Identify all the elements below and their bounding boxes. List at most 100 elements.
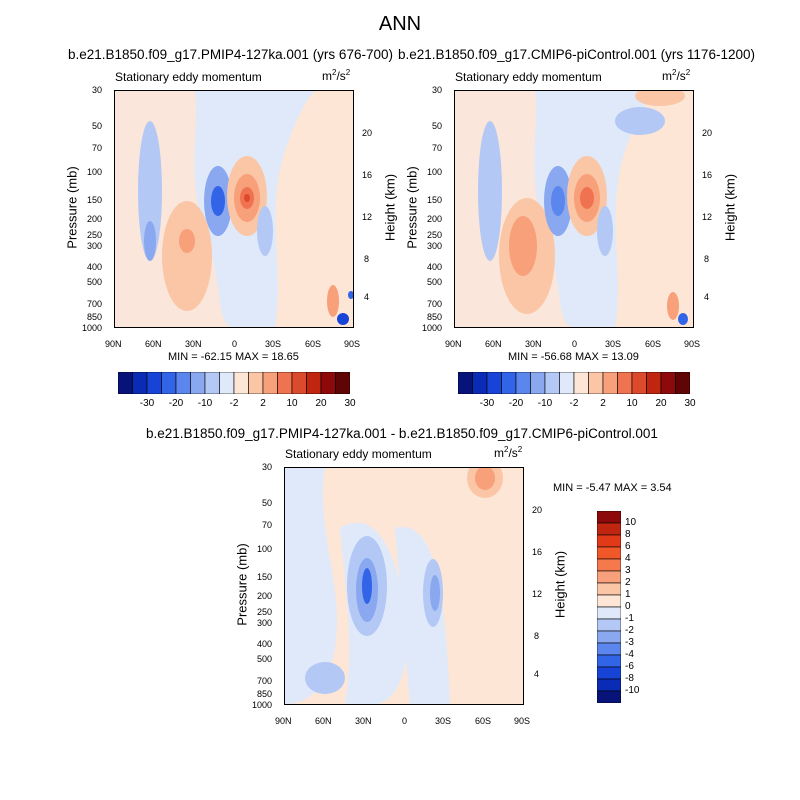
p2-ptick-850: 850 (427, 312, 443, 322)
figure-title: ANN (378, 13, 422, 35)
panel-3-minmax: MIN = -5.47 MAX = 3.54 (553, 482, 672, 494)
colorbar-swatch (631, 371, 647, 395)
p1-ptick-400: 400 (87, 262, 103, 272)
p1-ptick-250: 250 (87, 230, 103, 240)
colorbar-swatch (596, 678, 622, 692)
colorbar-level-label: 3 (625, 565, 631, 576)
p3-lattick-90n: 90N (275, 716, 292, 726)
colorbar-swatch (132, 371, 148, 395)
colorbar-swatch (588, 371, 604, 395)
colorbar-level-label: -4 (625, 649, 634, 660)
p2-ptick-50: 50 (432, 121, 443, 131)
p1-ptick-700: 700 (87, 299, 103, 309)
p1-ptick-50: 50 (92, 121, 103, 131)
colorbar-swatch (596, 642, 622, 656)
colorbar-swatch (559, 371, 575, 395)
p3-htick-16: 16 (532, 547, 543, 557)
colorbar-swatch (320, 371, 336, 395)
colorbar-swatch (117, 371, 133, 395)
colorbar-level-label: -6 (625, 661, 634, 672)
colorbar-swatch (161, 371, 177, 395)
colorbar-swatch (675, 371, 691, 395)
colorbar-level-label: -8 (625, 673, 634, 684)
p3-htick-20: 20 (532, 505, 543, 515)
p1-ptick-100: 100 (87, 167, 103, 177)
p3-ptick-700: 700 (257, 676, 273, 686)
p3-lattick-60n: 60N (315, 716, 332, 726)
colorbar-swatch (596, 558, 622, 572)
colorbar-swatch (596, 594, 622, 608)
colorbar-level-label: -10 (537, 398, 553, 409)
colorbar-swatch (472, 371, 488, 395)
colorbar-level-label: 4 (625, 553, 631, 564)
panel-2-minmax: MIN = -56.68 MAX = 13.09 (508, 351, 639, 363)
p1-lattick-60n: 60N (145, 339, 162, 349)
p3-ptick-850: 850 (257, 689, 273, 699)
panel-2-units: m2/s2 (662, 68, 691, 83)
colorbar-level-label: -20 (168, 398, 184, 409)
colorbar-swatch (596, 510, 622, 524)
panel-3-y2label: Height (km) (552, 550, 568, 619)
colorbar-swatch (646, 371, 662, 395)
p1-ptick-300: 300 (87, 241, 103, 251)
p1-htick-20: 20 (362, 128, 373, 138)
colorbar-swatch (530, 371, 546, 395)
p1-ptick-150: 150 (87, 195, 103, 205)
panel-2-contour-field (455, 91, 693, 327)
p2-htick-12: 12 (702, 212, 713, 222)
colorbar-swatch (602, 371, 618, 395)
p2-ptick-200: 200 (427, 214, 443, 224)
p1-ptick-30: 30 (92, 85, 103, 95)
colorbar-level-label: 10 (286, 398, 298, 409)
colorbar-swatch (486, 371, 502, 395)
p3-ptick-250: 250 (257, 607, 273, 617)
p3-ptick-30: 30 (262, 462, 273, 472)
p3-lattick-30n: 30N (355, 716, 372, 726)
p3-lattick-90s: 90S (514, 716, 531, 726)
p2-ptick-700: 700 (427, 299, 443, 309)
p3-ptick-150: 150 (257, 572, 273, 582)
p1-ptick-70: 70 (92, 143, 103, 153)
colorbar-level-label: 2 (625, 577, 631, 588)
panel-3-plot (284, 467, 524, 705)
colorbar-level-label: 6 (625, 541, 631, 552)
colorbar-level-label: 0 (625, 601, 631, 612)
panel-1-ylabel: Pressure (mb) (64, 166, 80, 249)
p2-ptick-100: 100 (427, 167, 443, 177)
colorbar-3 (596, 510, 622, 704)
p1-lattick-30s: 30S (265, 339, 282, 349)
colorbar-swatch (190, 371, 206, 395)
p2-ptick-250: 250 (427, 230, 443, 240)
colorbar-swatch (306, 371, 322, 395)
colorbar-level-label: 20 (655, 398, 667, 409)
colorbar-swatch (596, 630, 622, 644)
colorbar-swatch (596, 666, 622, 680)
colorbar-level-label: -3 (625, 637, 634, 648)
colorbar-swatch (233, 371, 249, 395)
p1-ptick-500: 500 (87, 277, 103, 287)
colorbar-swatch (457, 371, 473, 395)
colorbar-level-label: -1 (625, 613, 634, 624)
p2-htick-16: 16 (702, 170, 713, 180)
colorbar-swatch (617, 371, 633, 395)
colorbar-swatch (219, 371, 235, 395)
p2-ptick-70: 70 (432, 143, 443, 153)
p3-ptick-400: 400 (257, 639, 273, 649)
p3-lattick-60s: 60S (475, 716, 492, 726)
panel-1-minmax: MIN = -62.15 MAX = 18.65 (168, 351, 299, 363)
p1-htick-16: 16 (362, 170, 373, 180)
colorbar-swatch (660, 371, 676, 395)
panel-3-ylabel: Pressure (mb) (234, 543, 250, 626)
p2-lattick-90s: 90S (684, 339, 701, 349)
panel-1-y2label: Height (km) (382, 173, 398, 242)
p3-lattick-0: 0 (402, 716, 408, 726)
p1-ptick-1000: 1000 (82, 323, 103, 333)
panel-3-contour-field (285, 468, 523, 704)
p3-htick-12: 12 (532, 589, 543, 599)
colorbar-swatch (277, 371, 293, 395)
colorbar-level-label: -20 (508, 398, 524, 409)
p2-ptick-500: 500 (427, 277, 443, 287)
p1-lattick-30n: 30N (185, 339, 202, 349)
colorbar-swatch (544, 371, 560, 395)
panel-1-run-title: b.e21.B1850.f09_g17.PMIP4-127ka.001 (yrs… (68, 47, 393, 62)
